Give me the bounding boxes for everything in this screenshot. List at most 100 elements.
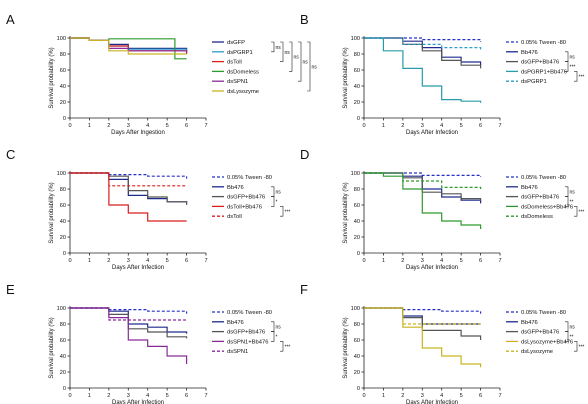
x-tick-label: 6 (479, 123, 482, 129)
chart-panel-f: F 0 1 2 3 4 5 6 7 0 20 40 60 80 100 Days After Infectio… (300, 282, 584, 404)
y-tick-label: 0 (63, 116, 66, 122)
panel-letter: F (300, 282, 308, 297)
y-tick-label: 80 (60, 52, 66, 58)
series-line (364, 172, 482, 177)
significance-label: ** (570, 335, 574, 341)
x-axis-title: Days After Infection (112, 265, 164, 271)
y-tick-label: 100 (351, 171, 360, 177)
x-tick-label: 6 (185, 123, 188, 129)
legend-label: Bb476 (521, 185, 538, 191)
y-tick-label: 100 (57, 36, 66, 42)
x-tick-label: 0 (68, 123, 71, 129)
y-tick-label: 40 (60, 219, 66, 225)
x-tick-label: 4 (146, 123, 149, 129)
y-tick-label: 20 (60, 100, 66, 106)
significance-bracket (271, 196, 275, 207)
y-axis-title: Survival probability (%) (343, 182, 349, 243)
legend-label: dsSPN1 (227, 79, 248, 85)
legend-label: dsLysozyme (521, 349, 553, 355)
significance-bracket (574, 71, 578, 82)
x-tick-label: 1 (382, 258, 385, 264)
legend-label: 0.05% Tween -80 (521, 175, 566, 181)
series-line (364, 37, 482, 103)
x-tick-label: 1 (382, 123, 385, 129)
x-tick-label: 1 (88, 258, 91, 264)
y-tick-label: 40 (60, 84, 66, 90)
y-tick-label: 0 (63, 251, 66, 257)
x-tick-label: 7 (498, 393, 501, 399)
panel-letter: D (300, 147, 309, 162)
x-tick-label: 5 (166, 393, 169, 399)
y-tick-label: 0 (63, 386, 66, 392)
x-tick-label: 0 (68, 258, 71, 264)
series-line (364, 307, 481, 325)
y-axis-title: Survival probability (%) (49, 182, 55, 243)
x-tick-label: 1 (88, 123, 91, 129)
series-line (364, 307, 482, 314)
legend-label: dsDomeless (521, 214, 553, 220)
significance-label: *** (579, 344, 585, 350)
x-axis-title: Days After Ingestion (111, 130, 165, 136)
legend: dsGFP dsPGRP1 dsToll dsDomeless dsSPN1 dsLyso… (212, 40, 259, 95)
series-line (70, 307, 188, 321)
series-line (364, 37, 482, 50)
series-line (364, 37, 482, 69)
y-tick-label: 20 (354, 235, 360, 241)
significance-bracket (271, 321, 275, 332)
x-tick-label: 4 (146, 393, 149, 399)
legend-label: Bb476 (521, 320, 538, 326)
legend-label: Bb476 (521, 50, 538, 56)
chart-panel-a: A 0 1 2 3 4 5 6 7 0 20 40 60 80 100 Days After Ingestio… (6, 12, 317, 136)
significance-bracket (271, 186, 275, 197)
x-tick-label: 5 (460, 393, 463, 399)
x-tick-label: 0 (362, 393, 365, 399)
chart-panel-b: B 0 1 2 3 4 5 6 7 0 20 40 60 80 100 Days After Infectio… (300, 12, 584, 136)
legend-label: dsSPN1+Bb476 (227, 339, 268, 345)
significance-bracket (271, 331, 275, 342)
legend-label: dsGFP+Bb476 (227, 195, 265, 201)
significance-bracket (565, 331, 569, 342)
x-tick-label: 2 (401, 258, 404, 264)
x-tick-label: 0 (68, 393, 71, 399)
y-tick-label: 100 (351, 306, 360, 312)
x-axis-title: Days After Infection (406, 130, 458, 136)
significance-label: ns (312, 65, 318, 71)
significance-label: ns (276, 325, 282, 331)
legend-label: 0.05% Tween -80 (227, 310, 272, 316)
legend-label: dsPGRP1 (227, 50, 253, 56)
x-tick-label: 3 (127, 258, 130, 264)
significance-bracket (574, 206, 578, 217)
x-tick-label: 5 (166, 258, 169, 264)
legend-label: Bb476 (227, 320, 244, 326)
legend-label: dsDomeless+Bb476 (521, 204, 573, 210)
series-line (364, 172, 482, 229)
legend: 0.05% Tween -80 Bb476 dsGFP+Bb476 dsPGRP1+B… (506, 40, 567, 85)
x-tick-label: 3 (421, 393, 424, 399)
legend: 0.05% Tween -80 Bb476 dsGFP+Bb476 dsToll+Bb… (212, 175, 272, 220)
x-tick-label: 7 (498, 258, 501, 264)
panel-letter: E (6, 282, 15, 297)
y-tick-label: 100 (351, 36, 360, 42)
x-tick-label: 6 (185, 258, 188, 264)
significance-bracket (565, 51, 569, 62)
legend-label: Bb476 (227, 185, 244, 191)
significance-bracket (574, 341, 578, 352)
significance-bracket (271, 41, 275, 53)
x-tick-label: 5 (460, 123, 463, 129)
x-tick-label: 2 (401, 393, 404, 399)
y-tick-label: 100 (57, 171, 66, 177)
series-line (364, 172, 482, 189)
x-tick-label: 2 (107, 258, 110, 264)
series-line (70, 172, 187, 187)
significance-bracket (280, 341, 284, 352)
x-tick-label: 4 (146, 258, 149, 264)
x-tick-label: 5 (166, 123, 169, 129)
significance-label: ns (303, 60, 309, 66)
y-tick-label: 20 (354, 100, 360, 106)
y-tick-label: 20 (60, 370, 66, 376)
y-tick-label: 20 (60, 235, 66, 241)
significance-label: ns (570, 190, 576, 196)
legend-label: dsLysozyme (227, 89, 259, 95)
y-tick-label: 40 (60, 354, 66, 360)
y-tick-label: 60 (60, 68, 66, 74)
